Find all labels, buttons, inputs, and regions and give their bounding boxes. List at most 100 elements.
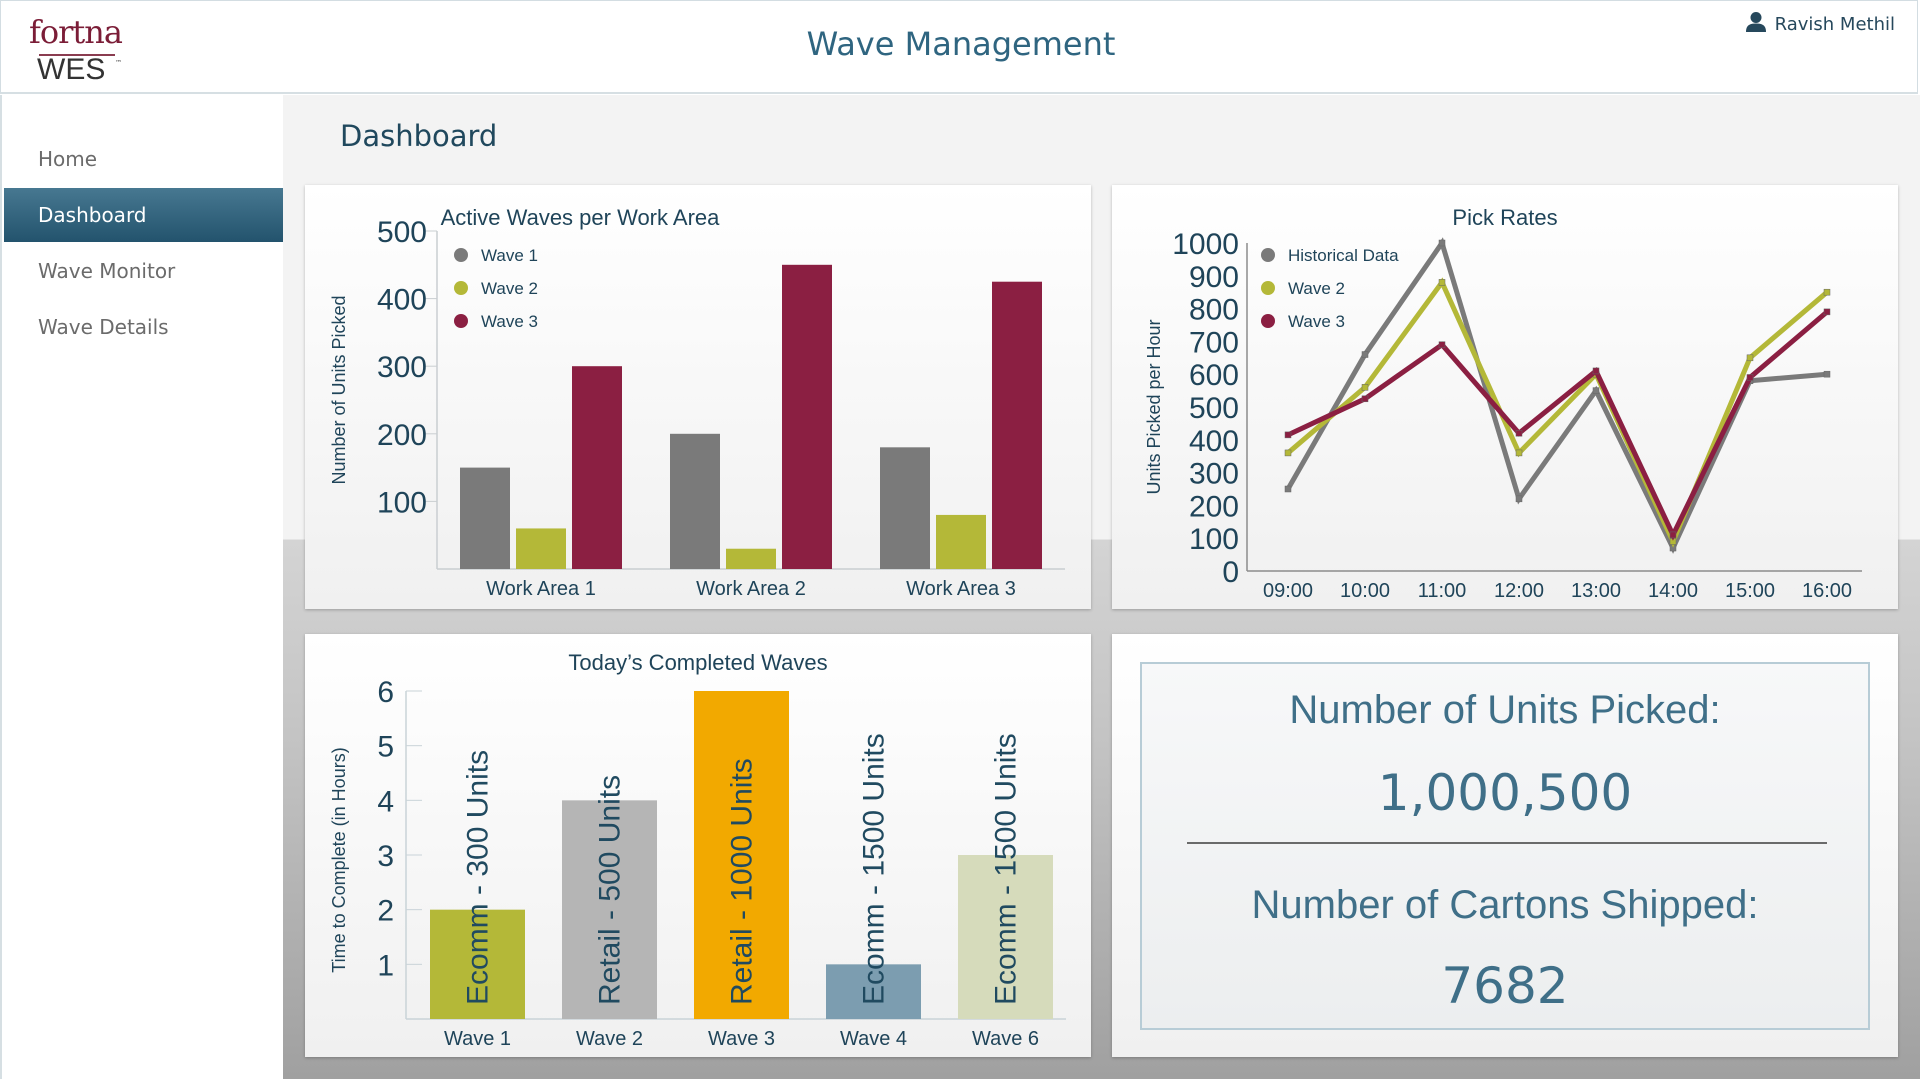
point-wave-2 [1438,279,1446,286]
sidebar-item-wave-details[interactable]: Wave Details [38,315,169,339]
line-wave-2 [1286,277,1829,548]
x-tick-label: 09:00 [1263,580,1313,602]
y-axis-label: Number of Units Picked [329,295,349,484]
y-tick-label: 200 [377,419,427,452]
bar-label: Retail - 1000 Units [726,758,759,1005]
point-historical-data [1592,387,1600,394]
logo-wes-text: WES [37,53,106,86]
cartons-shipped-value: 7682 [1441,957,1569,1015]
chart-title: Pick Rates [1452,205,1557,230]
point-wave-3 [1438,341,1446,348]
logo-fortna-text: fortna [29,13,123,51]
legend-swatch [1261,248,1275,262]
point-wave-2 [1515,449,1523,457]
active-waves-card: Active Waves per Work Area Number of Unit… [305,185,1091,609]
point-wave-2 [1361,384,1369,391]
x-tick-label: Work Area 3 [906,578,1016,600]
bar-wave-6 [958,855,1053,1019]
point-wave-3 [1823,308,1831,316]
point-historical-data [1284,485,1292,493]
bar-wave-1-work-area-3 [880,447,930,569]
y-tick-label: 400 [1189,425,1239,458]
x-tick-label: 13:00 [1571,580,1621,602]
bar-wave-3-work-area-2 [782,264,832,569]
y-axis-label: Units Picked per Hour [1144,319,1164,494]
chart-title: Today’s Completed Waves [568,650,827,675]
x-tick-label: Wave 6 [972,1028,1039,1050]
point-historical-data [1438,239,1446,247]
y-tick-label: 0 [1222,556,1239,589]
bar-wave-3-work-area-1 [572,366,622,569]
x-tick-label: 12:00 [1494,580,1544,602]
x-tick-label: Wave 2 [576,1028,643,1050]
cartons-shipped-label: Number of Cartons Shipped: [1251,883,1759,927]
y-tick-label: 600 [1189,359,1239,392]
page-title: Dashboard [340,119,498,153]
logo-rule [39,54,115,56]
app-header: fortna WES ™ Wave Management Ravish Meth… [0,0,1918,94]
sidebar-item-home[interactable]: Home [38,147,98,171]
logo-trademark: ™ [115,59,122,67]
y-tick-label: 900 [1189,261,1239,294]
point-historical-data [1361,351,1369,358]
stats-divider [1187,842,1827,844]
y-tick-label: 300 [1189,458,1239,491]
legend-swatch [1261,314,1275,328]
app-title: Wave Management [806,25,1116,63]
point-wave-3 [1592,367,1600,375]
point-historical-data [1823,370,1831,378]
y-tick-label: 2 [377,895,394,928]
user-icon [1745,11,1767,37]
user-menu[interactable]: Ravish Methil [1745,11,1895,37]
fortna-wes-logo[interactable]: fortna WES ™ [29,13,129,85]
x-tick-label: Wave 1 [444,1028,511,1050]
x-tick-label: 16:00 [1802,580,1852,602]
y-tick-label: 1 [377,949,394,982]
y-tick-label: 6 [377,676,394,709]
point-wave-2 [1284,449,1292,457]
bar-wave-1-work-area-2 [670,433,720,569]
y-tick-label: 700 [1189,326,1239,359]
legend-label: Wave 2 [481,279,538,298]
point-wave-2 [1746,354,1754,362]
y-tick-label: 3 [377,840,394,873]
legend-label: Wave 3 [481,312,538,331]
point-wave-3 [1515,429,1523,437]
y-tick-label: 300 [377,351,427,384]
legend-label: Wave 1 [481,246,538,265]
stats-card: Number of Units Picked: 1,000,500 Number… [1112,634,1898,1057]
bar-wave-3 [694,691,789,1019]
legend-label: Wave 2 [1288,279,1345,298]
bar-wave-4 [826,964,921,1019]
x-tick-label: 11:00 [1418,580,1467,602]
point-historical-data [1515,495,1523,503]
completed-waves-card: Today’s Completed Waves Time to Complete … [305,634,1091,1057]
pick-rates-card: Pick Rates Units Picked per Hour 0 100 200 30… [1112,185,1898,609]
sidebar-item-wave-monitor[interactable]: Wave Monitor [38,259,176,283]
completed-waves-chart: Today’s Completed Waves Time to Complete … [329,650,1066,1050]
point-wave-3 [1361,395,1369,403]
bar-wave-2-work-area-2 [726,548,776,569]
y-tick-label: 4 [377,785,394,818]
x-tick-label: 14:00 [1648,580,1698,602]
point-wave-2 [1823,288,1831,296]
y-tick-label: 100 [1189,523,1239,556]
bar-label: Ecomm - 1500 Units [858,733,891,1005]
y-tick-label: 800 [1189,294,1239,327]
point-wave-3 [1669,531,1677,539]
stats-box: Number of Units Picked: 1,000,500 Number… [1140,662,1870,1030]
user-name: Ravish Methil [1774,13,1895,35]
y-tick-label: 5 [377,731,394,764]
bar-wave-2 [562,800,657,1019]
y-tick-label: 500 [1189,392,1239,425]
legend-swatch [454,314,468,328]
line-wave-3 [1286,309,1829,541]
units-picked-label: Number of Units Picked: [1289,688,1721,732]
bar-label: Retail - 500 Units [594,775,627,1005]
y-tick-label: 500 [377,216,427,249]
units-picked-value: 1,000,500 [1377,764,1633,822]
sidebar-item-dashboard[interactable]: Dashboard [4,188,283,242]
x-tick-label: Work Area 2 [696,578,806,600]
bar-label: Ecomm - 300 Units [462,750,495,1005]
legend-swatch [454,248,468,262]
